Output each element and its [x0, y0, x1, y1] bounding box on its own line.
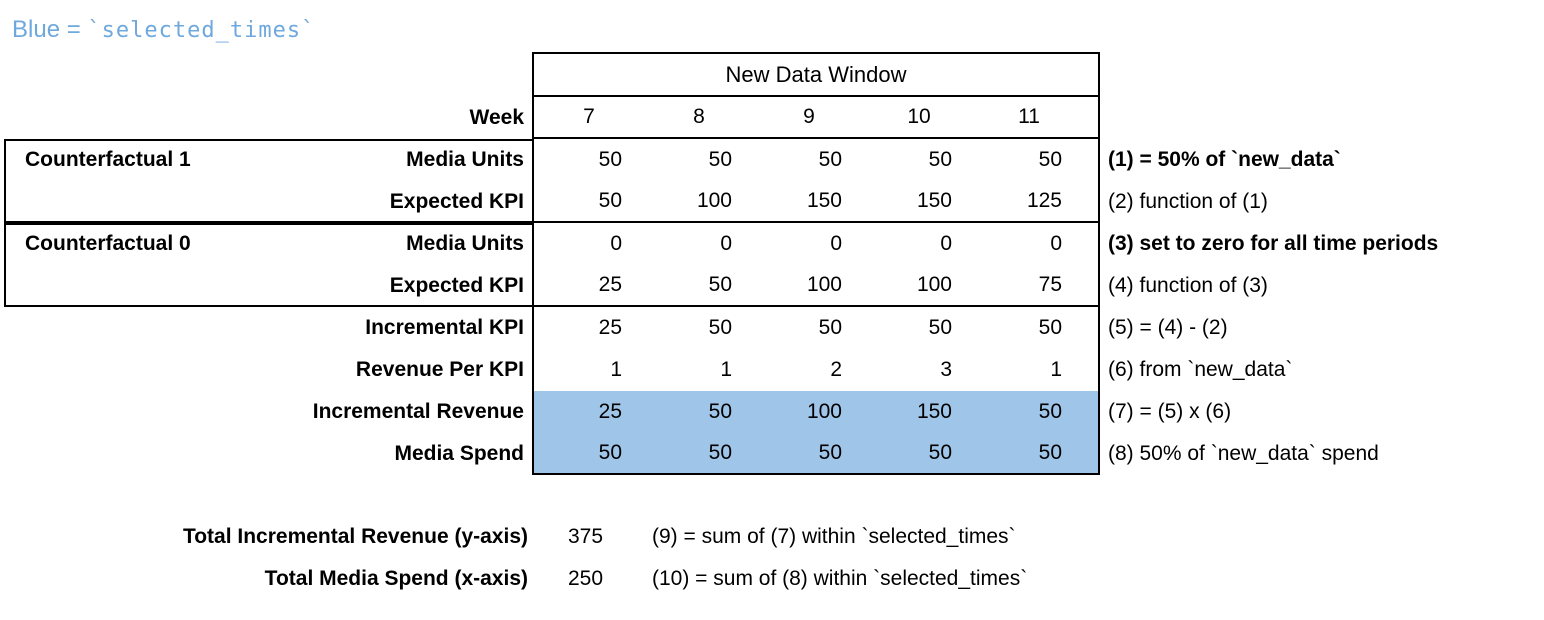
table-row-media-spend: 50 50 50 50 50	[532, 433, 1100, 475]
table-row-expected-kpi-cf1: 50 100 150 150 125	[532, 181, 1100, 223]
annotation-5: (5) = (4) - (2)	[1108, 316, 1228, 339]
table-cell: 50	[598, 148, 622, 171]
total-incremental-revenue-value: 375	[568, 525, 604, 548]
table-cell: 100	[806, 273, 842, 296]
total-incremental-revenue-label: Total Incremental Revenue (y-axis)	[182, 525, 528, 548]
table-cell: 50	[708, 316, 732, 339]
table-cell-highlighted: 100	[806, 400, 842, 423]
table-cell: 25	[598, 273, 622, 296]
counterfactual-1-label: Counterfactual 1	[25, 148, 191, 171]
annotation-3: (3) set to zero for all time periods	[1108, 232, 1439, 255]
table-row-incremental-revenue: 25 50 100 150 50	[532, 391, 1100, 433]
week-header: 9	[803, 105, 815, 128]
data-window-header: New Data Window	[532, 52, 1100, 97]
table-cell: 0	[610, 232, 622, 255]
annotation-2: (2) function of (1)	[1108, 190, 1268, 213]
table-cell-highlighted: 50	[1038, 400, 1062, 423]
row-label-incremental-revenue: Incremental Revenue	[312, 400, 524, 423]
table-cell: 100	[916, 273, 952, 296]
legend: Blue = `selected_times`	[12, 16, 315, 44]
row-label-media-units-cf1: Media Units	[406, 148, 524, 171]
table-cell: 2	[830, 358, 842, 381]
table-row-incremental-kpi: 25 50 50 50 50	[532, 307, 1100, 349]
legend-code: `selected_times`	[87, 18, 316, 43]
table-cell: 25	[598, 316, 622, 339]
table-cell: 0	[1050, 232, 1062, 255]
row-label-media-spend: Media Spend	[394, 442, 524, 465]
annotation-1: (1) = 50% of `new_data`	[1108, 148, 1341, 171]
total-media-spend-label: Total Media Spend (x-axis)	[264, 567, 528, 590]
table-cell: 50	[598, 189, 622, 212]
table-cell: 0	[830, 232, 842, 255]
week-label: Week	[469, 106, 524, 129]
table-cell-highlighted: 50	[818, 441, 842, 464]
row-label-expected-kpi-cf0: Expected KPI	[389, 274, 524, 297]
annotation-6: (6) from `new_data`	[1108, 358, 1293, 381]
row-label-incremental-kpi: Incremental KPI	[365, 316, 524, 339]
row-label-expected-kpi-cf1: Expected KPI	[389, 190, 524, 213]
row-label-revenue-per-kpi: Revenue Per KPI	[355, 358, 524, 381]
table-cell-highlighted: 50	[708, 441, 732, 464]
annotation-7: (7) = (5) x (6)	[1108, 400, 1232, 423]
week-row: 7 8 9 10 11	[532, 97, 1100, 139]
table-cell: 50	[818, 316, 842, 339]
table-cell: 0	[940, 232, 952, 255]
table-cell: 1	[610, 358, 622, 381]
table-cell: 50	[928, 148, 952, 171]
week-header: 7	[583, 105, 595, 128]
table-row-expected-kpi-cf0: 25 50 100 100 75	[532, 265, 1100, 307]
table-cell: 50	[708, 273, 732, 296]
table-cell: 100	[696, 189, 732, 212]
table-cell: 50	[708, 148, 732, 171]
table-cell: 50	[818, 148, 842, 171]
table-cell: 50	[928, 316, 952, 339]
table-cell-highlighted: 50	[708, 400, 732, 423]
table-cell: 50	[1038, 316, 1062, 339]
legend-prefix: Blue =	[12, 16, 88, 43]
annotation-9: (9) = sum of (7) within `selected_times`	[652, 525, 1016, 548]
annotation-8: (8) 50% of `new_data` spend	[1108, 442, 1379, 465]
table-cell: 0	[720, 232, 732, 255]
row-label-media-units-cf0: Media Units	[406, 232, 524, 255]
table-cell-highlighted: 25	[598, 400, 622, 423]
week-header: 10	[907, 105, 931, 128]
week-header: 8	[693, 105, 705, 128]
table-cell-highlighted: 50	[598, 441, 622, 464]
annotation-10: (10) = sum of (8) within `selected_times…	[652, 567, 1028, 590]
table-cell: 150	[806, 189, 842, 212]
table-row-media-units-cf0: 0 0 0 0 0	[532, 223, 1100, 265]
table-cell: 1	[720, 358, 732, 381]
table-cell: 1	[1050, 358, 1062, 381]
table-cell-highlighted: 150	[916, 400, 952, 423]
week-header: 11	[1018, 105, 1040, 128]
counterfactual-0-label: Counterfactual 0	[25, 232, 191, 255]
total-media-spend-value: 250	[568, 567, 604, 590]
table-cell: 150	[916, 189, 952, 212]
table-cell: 50	[1038, 148, 1062, 171]
table-cell-highlighted: 50	[1038, 441, 1062, 464]
table-cell: 125	[1026, 189, 1062, 212]
table-cell: 3	[940, 358, 952, 381]
table-row-revenue-per-kpi: 1 1 2 3 1	[532, 349, 1100, 391]
table-cell: 75	[1038, 273, 1062, 296]
annotation-4: (4) function of (3)	[1108, 274, 1268, 297]
table-row-media-units-cf1: 50 50 50 50 50	[532, 139, 1100, 181]
table-cell-highlighted: 50	[928, 441, 952, 464]
